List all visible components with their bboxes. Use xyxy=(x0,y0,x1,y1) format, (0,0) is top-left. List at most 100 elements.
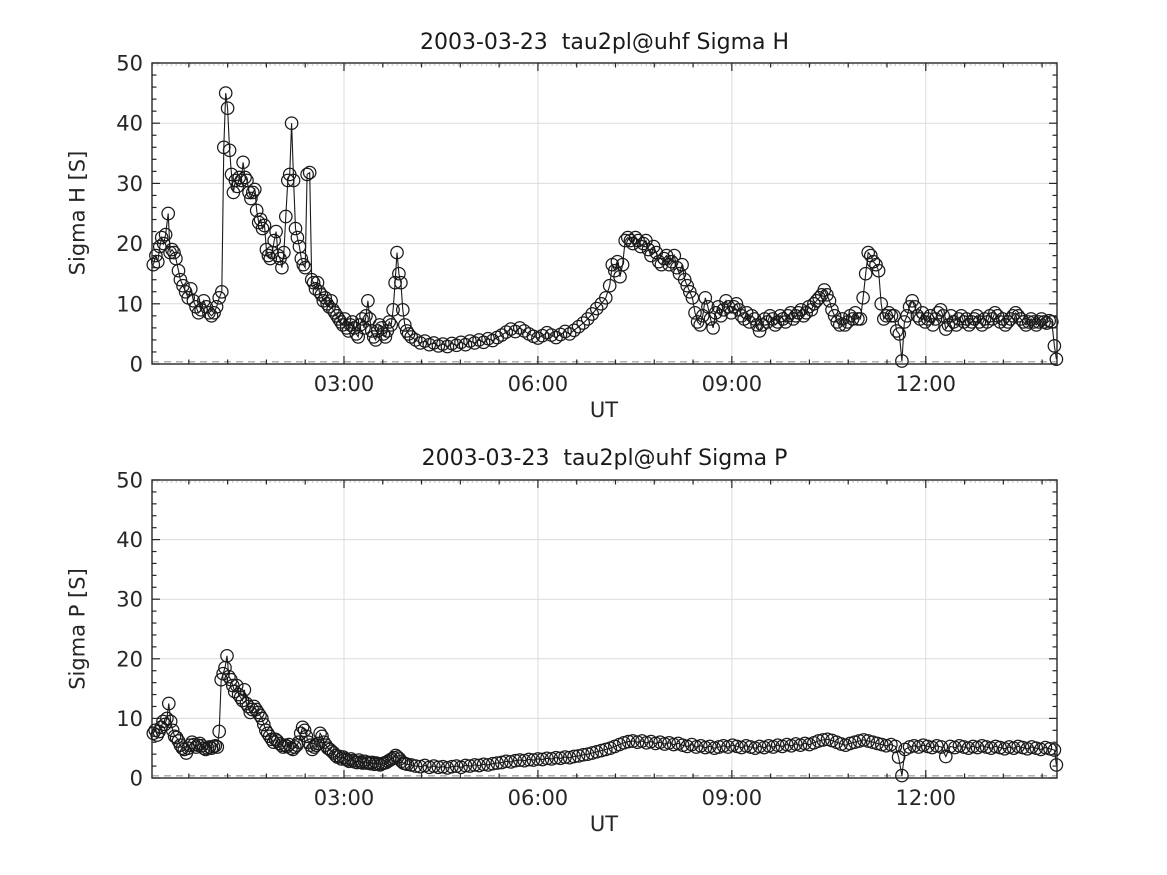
x-tick-label: 06:00 xyxy=(508,786,569,810)
sigma-p-ylabel: Sigma P [S] xyxy=(65,568,90,690)
data-point-marker xyxy=(845,312,860,326)
sigma-p-xlabel: UT xyxy=(589,812,619,836)
data-point-marker xyxy=(382,315,397,329)
data-point-marker xyxy=(256,717,271,732)
data-point-marker xyxy=(284,116,299,131)
data-point-marker xyxy=(209,299,224,314)
data-point-marker xyxy=(186,293,201,308)
data-point-marker xyxy=(228,173,243,188)
data-point-marker xyxy=(567,749,581,764)
data-point-marker xyxy=(150,254,165,269)
data-point-marker xyxy=(229,678,244,693)
data-point-marker xyxy=(302,165,317,180)
y-tick-label: 0 xyxy=(130,353,143,377)
data-point-marker xyxy=(395,302,410,317)
data-point-marker xyxy=(355,312,369,326)
data-point-marker xyxy=(146,257,161,272)
data-point-marker xyxy=(576,316,591,330)
data-point-marker xyxy=(394,275,408,290)
data-point-marker xyxy=(210,740,225,754)
data-point-marker xyxy=(288,740,302,754)
data-point-marker xyxy=(598,290,613,305)
y-tick-label: 10 xyxy=(116,292,143,316)
x-tick-label: 09:00 xyxy=(702,786,763,810)
data-point-marker xyxy=(299,729,314,744)
data-point-marker xyxy=(359,308,373,323)
data-point-marker xyxy=(165,242,179,257)
data-point-marker xyxy=(706,321,720,335)
data-point-marker xyxy=(388,275,402,290)
data-point-marker xyxy=(295,720,310,735)
sigma-h-title: 2003-03-23 tau2pl@uhf Sigma H xyxy=(419,30,790,55)
data-point-marker xyxy=(895,354,909,368)
y-tick-label: 50 xyxy=(116,469,143,493)
data-point-marker xyxy=(549,750,563,765)
data-point-marker xyxy=(499,754,514,769)
data-point-marker xyxy=(345,315,360,329)
data-point-marker xyxy=(264,732,279,747)
data-point-marker xyxy=(621,734,636,749)
data-point-marker xyxy=(508,324,523,339)
data-point-marker xyxy=(889,324,904,338)
x-tick-label: 09:00 xyxy=(702,372,763,396)
data-point-marker xyxy=(241,699,256,714)
data-point-marker xyxy=(167,245,181,260)
data-point-marker xyxy=(888,739,903,754)
data-point-marker xyxy=(280,173,295,188)
x-tick-label: 03:00 xyxy=(314,372,375,396)
data-point-marker xyxy=(1016,315,1031,329)
data-point-marker xyxy=(571,749,586,763)
data-point-marker xyxy=(567,323,581,338)
data-point-marker xyxy=(255,711,269,726)
data-point-marker xyxy=(315,729,329,744)
data-point-marker xyxy=(1026,315,1041,329)
data-point-marker xyxy=(714,308,728,323)
data-point-marker xyxy=(1006,308,1020,323)
data-point-marker xyxy=(176,278,190,293)
data-point-marker xyxy=(272,736,287,751)
data-point-marker xyxy=(458,758,473,773)
data-point-marker xyxy=(200,741,215,756)
data-point-marker xyxy=(267,233,282,248)
data-point-marker xyxy=(646,239,661,254)
data-point-marker xyxy=(485,756,500,771)
data-point-marker xyxy=(1039,316,1054,330)
data-point-marker xyxy=(390,245,404,260)
data-point-marker xyxy=(580,312,595,326)
data-point-marker xyxy=(384,318,399,332)
data-point-marker xyxy=(324,293,338,308)
data-point-marker xyxy=(220,101,235,116)
x-tick-label: 03:00 xyxy=(314,786,375,810)
y-tick-label: 10 xyxy=(116,707,143,731)
data-point-marker xyxy=(263,251,278,266)
data-point-marker xyxy=(1034,312,1049,326)
data-point-marker xyxy=(816,733,830,747)
sigma-h-plot: 03:00 06:00 09:00 12:00 0 10 20 30 40 50 xyxy=(116,52,1064,396)
data-point-marker xyxy=(204,741,219,756)
data-point-marker xyxy=(408,759,423,773)
data-point-marker xyxy=(677,272,692,287)
data-point-marker xyxy=(897,315,912,329)
data-point-marker xyxy=(869,257,883,272)
data-point-marker xyxy=(458,337,473,352)
data-point-marker xyxy=(376,327,391,341)
y-tick-label: 20 xyxy=(116,232,143,256)
data-point-marker xyxy=(158,227,173,242)
data-point-marker xyxy=(856,290,870,305)
data-point-marker xyxy=(902,299,917,314)
data-point-marker xyxy=(163,714,178,729)
data-point-marker xyxy=(290,230,305,245)
data-point-marker xyxy=(297,723,312,738)
data-point-marker xyxy=(900,308,914,323)
data-point-marker xyxy=(288,221,303,236)
data-point-marker xyxy=(237,682,252,697)
y-tick-label: 40 xyxy=(116,112,143,136)
data-point-marker xyxy=(905,293,920,308)
data-point-marker xyxy=(361,293,375,308)
data-point-marker xyxy=(238,170,252,185)
x-tick-label: 12:00 xyxy=(896,372,957,396)
data-point-marker xyxy=(853,312,868,326)
